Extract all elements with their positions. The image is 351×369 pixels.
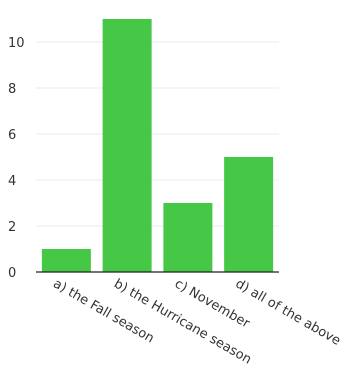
x-category-label: a) the Fall season xyxy=(50,276,156,346)
y-tick-label: 8 xyxy=(8,82,16,97)
y-tick-label: 10 xyxy=(8,36,25,51)
bar xyxy=(102,19,152,272)
bar xyxy=(224,157,274,272)
y-axis-tick-labels: 0 2 4 6 8 10 xyxy=(8,36,25,281)
y-tick-label: 2 xyxy=(8,220,16,235)
y-tick-label: 4 xyxy=(8,174,16,189)
x-category-label: d) all of the above xyxy=(233,276,343,348)
y-tick-label: 6 xyxy=(8,128,16,143)
y-tick-label: 0 xyxy=(8,266,16,281)
bar xyxy=(41,249,91,272)
bars xyxy=(41,19,274,272)
bar xyxy=(163,203,213,272)
